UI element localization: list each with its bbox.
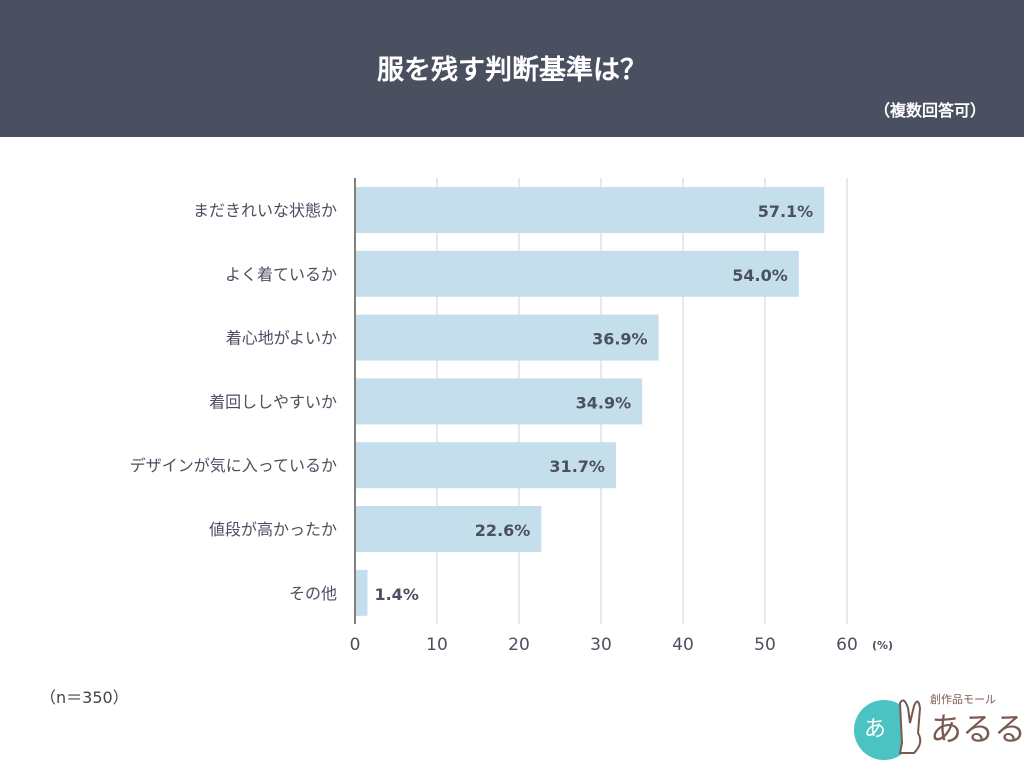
x-tick-label: 20 <box>508 635 530 655</box>
x-tick-label: 50 <box>754 635 776 655</box>
x-tick-label: 60 <box>836 635 858 655</box>
bar <box>356 506 542 552</box>
category-label: その他 <box>289 584 337 603</box>
category-label: よく着ているか <box>225 265 337 284</box>
aruru-logo: あ 創作品モール あるる <box>854 692 1022 760</box>
svg-text:あるる: あるる <box>930 710 1022 748</box>
data-label: 54.0% <box>732 266 788 285</box>
bar <box>356 250 799 297</box>
x-tick-label: 40 <box>672 635 694 655</box>
svg-text:創作品モール: 創作品モール <box>930 692 996 706</box>
chart-subtitle: （複数回答可） <box>873 101 986 120</box>
bar <box>356 314 659 361</box>
data-label: 34.9% <box>576 393 632 412</box>
category-label: 値段が高かったか <box>209 520 337 539</box>
bar <box>356 442 616 489</box>
data-label: 1.4% <box>374 585 418 604</box>
x-tick-label: 30 <box>590 635 612 655</box>
bar <box>356 187 825 233</box>
category-label: 着心地がよいか <box>226 329 337 348</box>
bar <box>356 569 368 616</box>
sample-size-note: （n＝350） <box>40 688 129 707</box>
header-band: 服を残す判断基準は？ （複数回答可） <box>0 0 1024 137</box>
x-unit-label: (%) <box>872 639 893 652</box>
x-tick-label: 10 <box>426 635 448 655</box>
svg-text:あ: あ <box>864 717 886 742</box>
bar <box>356 378 643 425</box>
data-label: 22.6% <box>475 521 531 540</box>
category-label: 着回ししやすいか <box>209 392 337 411</box>
category-label: まだきれいな状態か <box>193 201 337 220</box>
x-tick-label: 0 <box>350 635 361 655</box>
category-label: デザインが気に入っているか <box>130 456 337 475</box>
data-label: 57.1% <box>758 202 814 221</box>
data-label: 36.9% <box>592 330 648 349</box>
chart-title: 服を残す判断基準は？ <box>377 55 647 86</box>
data-label: 31.7% <box>549 457 605 476</box>
